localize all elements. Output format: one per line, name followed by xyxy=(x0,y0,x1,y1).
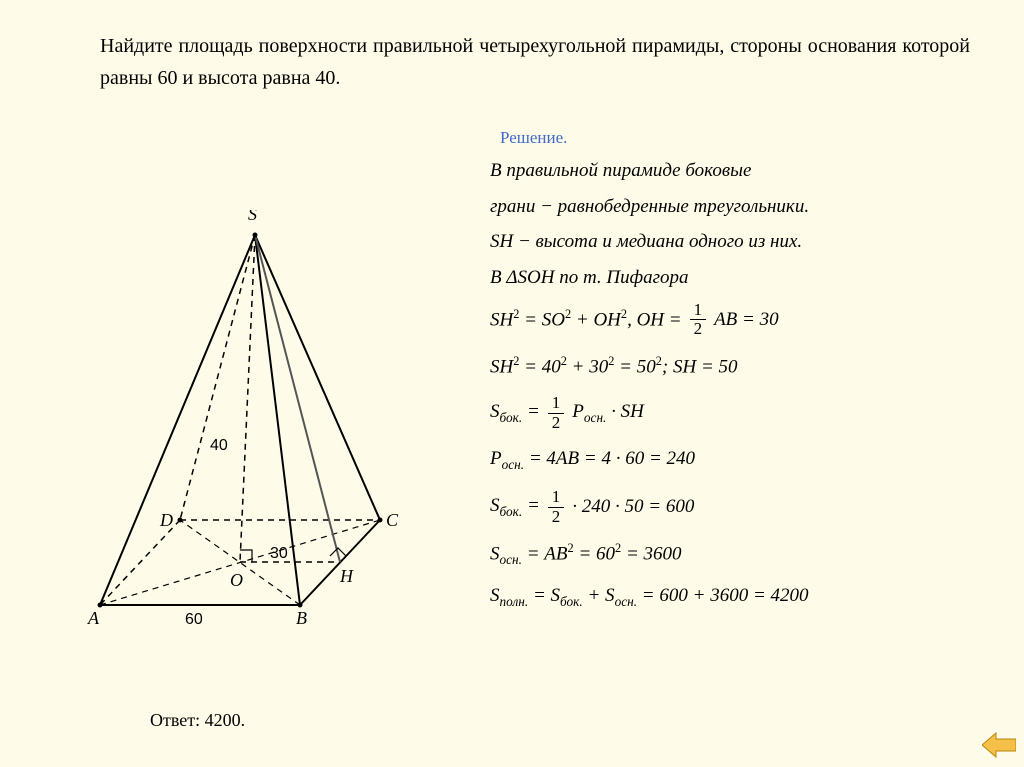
solution-line: грани − равнобедренные треугольники. xyxy=(490,194,990,220)
solution-line: SH − высота и медиана одного из них. xyxy=(490,229,990,255)
solution-equation: Sосн. = AB2 = 602 = 3600 xyxy=(490,540,990,569)
vertex-c-label: C xyxy=(386,510,399,530)
solution-heading: Решение. xyxy=(500,128,567,148)
answer-text: Ответ: 4200. xyxy=(150,710,245,731)
vertex-o-label: O xyxy=(230,570,243,590)
solution-body: В правильной пирамиде боковые грани − ра… xyxy=(490,158,990,625)
solution-equation: Sбок. = 12 Pосн. · SH xyxy=(490,394,990,432)
solution-line: В правильной пирамиде боковые xyxy=(490,158,990,184)
problem-statement: Найдите площадь поверхности правильной ч… xyxy=(100,30,970,94)
back-button[interactable] xyxy=(982,731,1016,759)
vertex-h-label: H xyxy=(339,566,354,586)
solution-equation: SH2 = 402 + 302 = 502; SH = 50 xyxy=(490,353,990,380)
solution-line: В ΔSOH по т. Пифагора xyxy=(490,265,990,291)
solution-equation: Sполн. = Sбок. + Sосн. = 600 + 3600 = 42… xyxy=(490,583,990,611)
solution-equation: Sбок. = 12 · 240 · 50 = 600 xyxy=(490,488,990,526)
vertex-s-label: S xyxy=(248,210,257,224)
pyramid-diagram: S A B C D O H 40 60 30 xyxy=(60,210,430,650)
solution-equation: SH2 = SO2 + OH2, OH = 12 AB = 30 xyxy=(490,301,990,339)
base-label: 60 xyxy=(185,611,203,628)
vertex-a-label: A xyxy=(87,608,100,628)
vertex-d-label: D xyxy=(159,510,173,530)
solution-equation: Pосн. = 4AB = 4 · 60 = 240 xyxy=(490,446,990,474)
oh-label: 30 xyxy=(270,545,288,562)
height-label: 40 xyxy=(210,437,228,454)
vertex-b-label: B xyxy=(296,608,307,628)
arrow-left-icon xyxy=(982,731,1016,759)
